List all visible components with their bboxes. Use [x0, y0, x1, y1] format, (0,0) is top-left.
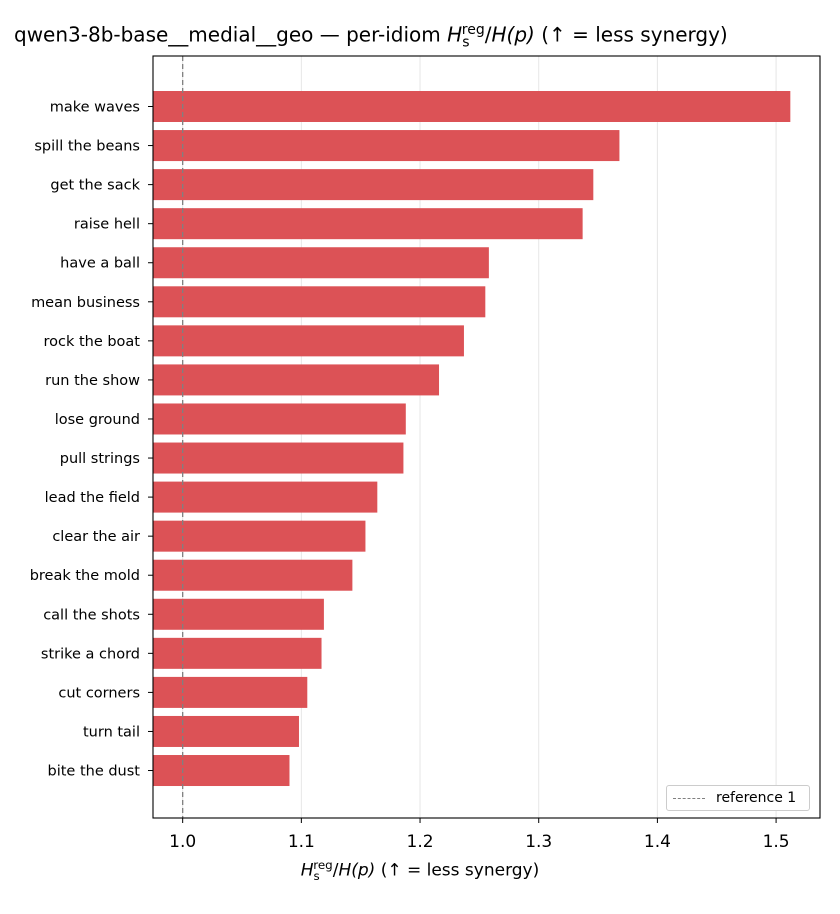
bar	[153, 364, 440, 396]
bar	[153, 520, 366, 552]
bar	[153, 559, 353, 591]
y-tick-label: get the sack	[50, 178, 140, 194]
y-tick-label: break the mold	[30, 568, 140, 584]
chart-legend: reference 1	[666, 785, 810, 811]
bar	[153, 286, 486, 318]
chart-title-text: qwen3-8b-base__medial__geo — per-idiom	[14, 22, 448, 47]
legend-reference-label: reference 1	[716, 790, 797, 806]
y-tick-label: raise hell	[74, 217, 140, 233]
x-tick-label: 1.3	[525, 832, 552, 852]
y-tick-label: clear the air	[52, 529, 140, 545]
bar	[153, 403, 406, 435]
y-tick-label: run the show	[45, 373, 140, 389]
y-tick-label: turn tail	[83, 724, 140, 740]
chart-title: qwen3-8b-base__medial__geo — per-idiom H…	[14, 22, 728, 51]
xlabel-metric-superscript: reg	[313, 858, 333, 872]
title-metric-symbol: H	[447, 22, 463, 47]
title-metric-superscript: reg	[461, 22, 485, 38]
bar	[153, 715, 299, 747]
y-tick-label: spill the beans	[34, 139, 140, 155]
bar	[153, 755, 290, 787]
bar	[153, 325, 464, 357]
y-tick-label: cut corners	[58, 685, 140, 701]
bar	[153, 637, 322, 669]
x-tick-label: 1.4	[644, 832, 671, 852]
y-tick-label: pull strings	[60, 451, 140, 467]
bar	[153, 169, 594, 201]
bar	[153, 208, 583, 240]
bar	[153, 598, 324, 630]
y-tick-label: have a ball	[60, 256, 140, 272]
legend-reference-line-swatch	[673, 798, 705, 799]
y-tick-label: lead the field	[45, 490, 140, 506]
y-tick-label: bite the dust	[48, 764, 141, 780]
xlabel-metric-subscript: s	[313, 869, 320, 884]
xlabel-metric-denominator: H(p)	[338, 860, 376, 881]
x-tick-label: 1.1	[288, 832, 315, 852]
title-metric-suffix: (↑ = less synergy)	[541, 22, 728, 47]
x-axis-label: Hsreg/H(p) (↑ = less synergy)	[300, 858, 540, 884]
y-tick-label: mean business	[31, 295, 140, 311]
bar	[153, 481, 378, 513]
bar	[153, 130, 620, 162]
y-tick-label: call the shots	[43, 607, 140, 623]
x-tick-label: 1.0	[169, 832, 196, 852]
plot-frame	[152, 55, 821, 819]
y-tick-label: lose ground	[55, 412, 140, 428]
bar	[153, 247, 489, 279]
x-tick-label: 1.2	[407, 832, 434, 852]
y-tick-label: make waves	[50, 100, 140, 116]
bar	[153, 676, 308, 708]
title-metric-subscript: s	[462, 34, 470, 51]
xlabel-metric-symbol: H	[300, 860, 314, 881]
x-tick-label: 1.5	[763, 832, 790, 852]
xlabel-metric-suffix: (↑ = less synergy)	[380, 860, 540, 881]
bar	[153, 91, 791, 122]
title-metric-denominator: H(p)	[491, 22, 535, 47]
y-tick-label: rock the boat	[43, 334, 140, 350]
y-tick-label: strike a chord	[41, 646, 140, 662]
bar	[153, 442, 404, 474]
